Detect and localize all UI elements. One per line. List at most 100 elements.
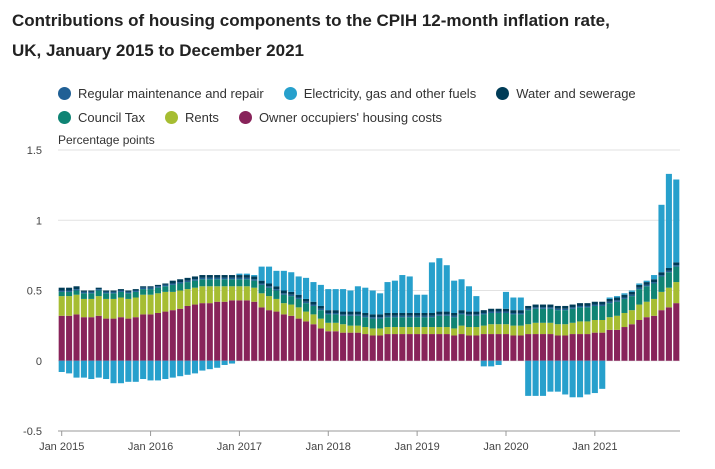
bar-segment[interactable] (95, 287, 102, 290)
bar-segment[interactable] (258, 283, 265, 285)
bar-segment[interactable] (621, 297, 628, 299)
bar-segment[interactable] (236, 286, 243, 301)
bar-segment[interactable] (510, 310, 517, 313)
bar-segment[interactable] (673, 266, 680, 283)
bar-segment[interactable] (162, 286, 169, 292)
legend-item-rents[interactable]: Rents (164, 110, 219, 125)
bar-segment[interactable] (384, 317, 391, 328)
bar-segment[interactable] (325, 314, 332, 323)
bar-segment[interactable] (340, 332, 347, 361)
bar-segment[interactable] (539, 308, 547, 323)
bar-segment[interactable] (465, 314, 472, 316)
bar-segment[interactable] (673, 303, 680, 361)
bar-segment[interactable] (577, 334, 584, 361)
bar-segment[interactable] (117, 290, 124, 292)
bar-segment[interactable] (569, 334, 576, 361)
bar-segment[interactable] (591, 305, 598, 320)
bar-segment[interactable] (117, 291, 124, 298)
bar-segment[interactable] (125, 298, 132, 319)
bar-segment[interactable] (399, 312, 406, 316)
bar-segment[interactable] (488, 308, 495, 312)
bar-segment[interactable] (58, 287, 65, 291)
bar-segment[interactable] (169, 360, 176, 378)
bar-segment[interactable] (154, 312, 161, 361)
bar-segment[interactable] (577, 307, 584, 322)
bar-segment[interactable] (517, 335, 524, 361)
bar-segment[interactable] (347, 332, 354, 361)
bar-segment[interactable] (73, 360, 80, 378)
bar-segment[interactable] (117, 317, 124, 361)
bar-segment[interactable] (258, 293, 265, 308)
bar-segment[interactable] (502, 308, 510, 312)
bar-segment[interactable] (599, 304, 606, 306)
bar-segment[interactable] (169, 310, 176, 361)
bar-segment[interactable] (517, 310, 524, 313)
bar-segment[interactable] (443, 315, 450, 328)
bar-segment[interactable] (414, 294, 421, 313)
bar-segment[interactable] (317, 310, 324, 319)
bar-segment[interactable] (177, 283, 184, 291)
bar-segment[interactable] (310, 305, 317, 315)
bar-segment[interactable] (399, 315, 406, 318)
bar-segment[interactable] (221, 286, 228, 302)
bar-segment[interactable] (177, 360, 184, 377)
bar-segment[interactable] (199, 279, 206, 287)
bar-segment[interactable] (665, 270, 672, 273)
bar-segment[interactable] (599, 305, 606, 320)
bar-segment[interactable] (221, 275, 228, 278)
bar-segment[interactable] (117, 297, 124, 318)
bar-segment[interactable] (110, 318, 117, 361)
bar-segment[interactable] (480, 314, 487, 326)
bar-segment[interactable] (391, 312, 398, 316)
bar-segment[interactable] (406, 334, 413, 361)
bar-segment[interactable] (584, 307, 591, 322)
bar-segment[interactable] (243, 279, 250, 287)
bar-segment[interactable] (325, 289, 332, 311)
bar-segment[interactable] (673, 262, 680, 266)
bar-segment[interactable] (169, 280, 176, 284)
bar-segment[interactable] (110, 360, 117, 384)
bar-segment[interactable] (310, 282, 317, 302)
bar-segment[interactable] (532, 307, 539, 309)
bar-segment[interactable] (643, 317, 650, 361)
bar-segment[interactable] (517, 312, 524, 315)
bar-segment[interactable] (347, 314, 354, 316)
bar-segment[interactable] (228, 360, 236, 364)
bar-segment[interactable] (191, 360, 199, 374)
bar-segment[interactable] (577, 303, 584, 306)
bar-segment[interactable] (539, 334, 547, 361)
bar-segment[interactable] (95, 290, 102, 297)
bar-segment[interactable] (273, 289, 280, 291)
bar-segment[interactable] (428, 315, 435, 318)
bar-segment[interactable] (340, 289, 347, 312)
bar-segment[interactable] (569, 360, 576, 398)
bar-segment[interactable] (606, 298, 613, 302)
bar-segment[interactable] (184, 282, 191, 290)
bar-segment[interactable] (369, 317, 376, 319)
bar-segment[interactable] (421, 294, 428, 313)
bar-segment[interactable] (206, 275, 213, 278)
bar-segment[interactable] (132, 289, 139, 291)
bar-segment[interactable] (199, 286, 206, 304)
bar-segment[interactable] (458, 314, 465, 326)
bar-segment[interactable] (488, 334, 495, 361)
bar-segment[interactable] (621, 312, 628, 328)
bar-segment[interactable] (110, 290, 117, 292)
bar-segment[interactable] (73, 290, 80, 295)
bar-segment[interactable] (117, 360, 124, 384)
bar-segment[interactable] (458, 310, 465, 313)
bar-segment[interactable] (221, 301, 228, 361)
bar-segment[interactable] (88, 291, 95, 294)
bar-segment[interactable] (332, 322, 339, 332)
bar-segment[interactable] (140, 287, 147, 290)
bar-segment[interactable] (340, 324, 347, 333)
bar-segment[interactable] (465, 286, 472, 312)
bar-segment[interactable] (539, 307, 547, 309)
bar-segment[interactable] (436, 334, 443, 361)
bar-segment[interactable] (221, 277, 228, 280)
bar-segment[interactable] (443, 314, 450, 316)
bar-segment[interactable] (473, 315, 480, 328)
bar-segment[interactable] (651, 298, 658, 316)
bar-segment[interactable] (258, 280, 265, 284)
bar-segment[interactable] (547, 322, 554, 335)
